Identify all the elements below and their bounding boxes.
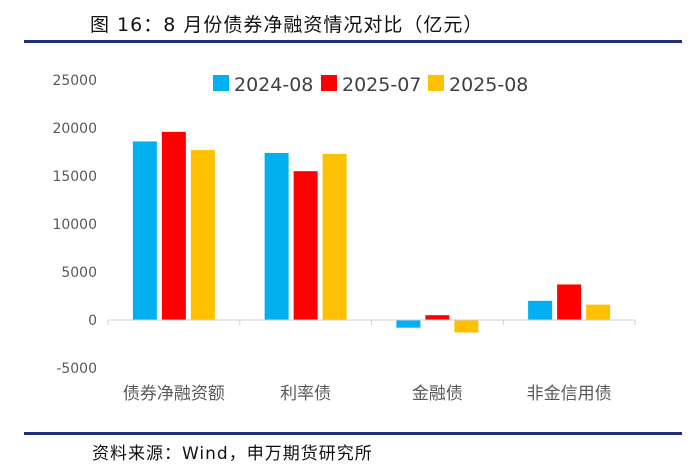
y-tick-label: 25000 <box>52 73 97 89</box>
y-tick-label: 5000 <box>61 265 97 281</box>
bar-2025-08 <box>586 304 611 320</box>
y-tick-label: -5000 <box>56 361 97 377</box>
bar-2025-08 <box>454 320 479 333</box>
bar-2024-08 <box>132 141 157 320</box>
category-label: 利率债 <box>280 384 331 404</box>
bar-2024-08 <box>264 152 289 320</box>
bar-2025-08 <box>322 153 347 320</box>
legend-swatch <box>428 75 444 91</box>
y-tick-label: 15000 <box>52 169 97 185</box>
y-tick-label: 20000 <box>52 121 97 137</box>
y-tick-label: 10000 <box>52 217 97 233</box>
legend-swatch <box>213 75 229 91</box>
category-labels: 债券净融资额 利率债 金融债 非金信用债 <box>123 384 612 404</box>
bottom-divider <box>24 432 682 435</box>
chart-title: 图 16：8 月份债券净融资情况对比（亿元） <box>90 14 484 36</box>
legend-label: 2025-07 <box>342 74 421 96</box>
bar-2025-07 <box>293 171 318 320</box>
bar-2025-08 <box>190 150 215 320</box>
legend-label: 2025-08 <box>449 74 528 96</box>
bar-2024-08 <box>528 300 553 320</box>
bar-marks <box>132 131 611 333</box>
legend-swatch <box>321 75 337 91</box>
category-label: 债券净融资额 <box>123 384 225 404</box>
bar-2025-07 <box>161 131 186 320</box>
legend-label: 2024-08 <box>234 74 313 96</box>
bar-2025-07 <box>425 315 450 320</box>
source-note: 资料来源：Wind，申万期货研究所 <box>92 444 373 464</box>
y-tick-label: 0 <box>88 313 97 329</box>
legend: 2024-08 2025-07 2025-08 <box>213 74 528 96</box>
category-label: 金融债 <box>412 384 463 404</box>
bar-2024-08 <box>396 320 421 328</box>
top-divider <box>24 40 682 43</box>
y-axis-ticks: 25000 20000 15000 10000 5000 0 -5000 <box>52 73 97 377</box>
x-axis <box>107 319 636 325</box>
category-label: 非金信用债 <box>527 384 612 404</box>
bar-2025-07 <box>557 284 582 320</box>
